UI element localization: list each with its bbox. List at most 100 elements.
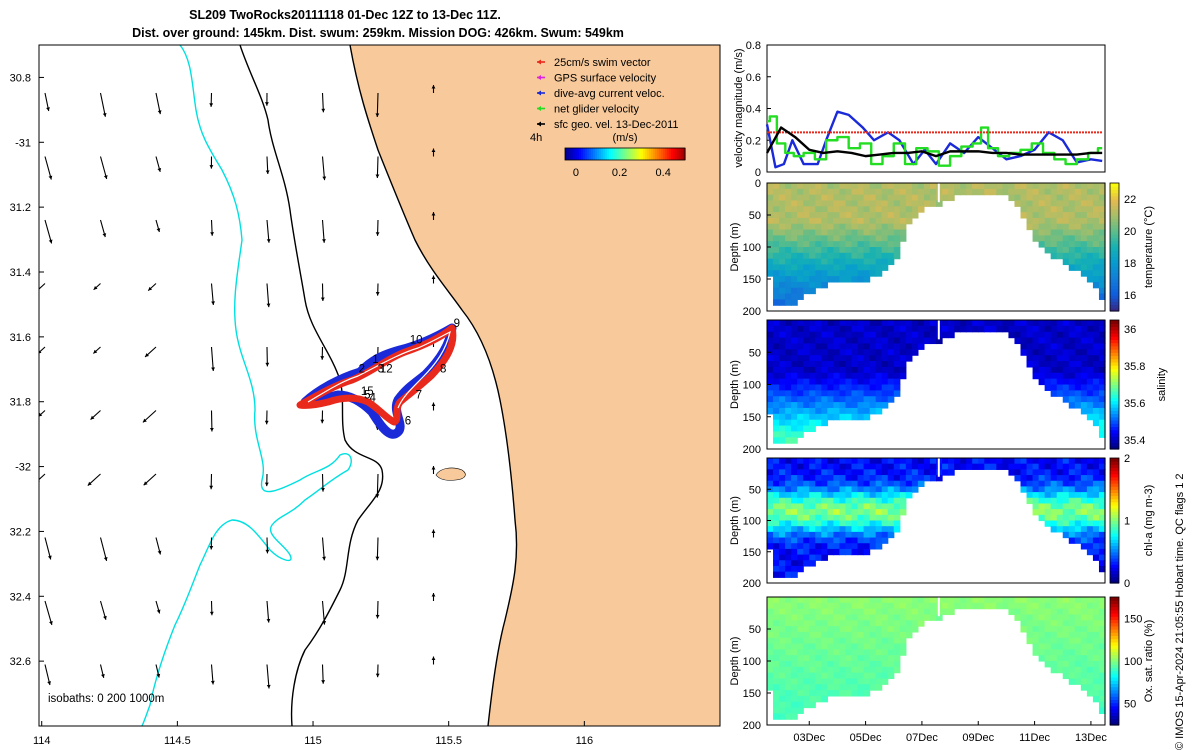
section-cell xyxy=(845,637,853,645)
section-cell xyxy=(803,337,810,345)
geostrophic-arrow xyxy=(99,537,108,562)
section-cell xyxy=(1092,548,1100,556)
section-cell xyxy=(845,469,853,476)
section-cell xyxy=(863,520,871,527)
section-cell xyxy=(1050,492,1058,499)
section-cell xyxy=(942,194,949,202)
section-cell xyxy=(821,526,828,533)
section-cell xyxy=(845,520,853,527)
section-cell xyxy=(1020,212,1028,219)
section-cell xyxy=(881,608,889,616)
section-cell xyxy=(839,384,847,391)
section-cell xyxy=(1074,602,1082,610)
section-cell xyxy=(785,701,792,709)
section-cell xyxy=(797,602,804,610)
section-cell xyxy=(809,684,816,691)
section-cell xyxy=(797,293,804,300)
section-cell xyxy=(1086,206,1094,213)
section-cell xyxy=(839,396,847,403)
section-cell xyxy=(1008,183,1016,190)
section-cell xyxy=(773,480,780,488)
section-cell xyxy=(857,235,865,242)
section-cell xyxy=(773,637,780,645)
section-cell xyxy=(833,602,841,610)
section-cell xyxy=(779,343,786,350)
section-cell xyxy=(1032,194,1040,202)
section-cell xyxy=(791,217,798,225)
section-cell xyxy=(893,223,901,231)
section-cell xyxy=(942,325,949,333)
section-cell xyxy=(791,492,798,499)
section-cell xyxy=(839,349,847,356)
section-cell xyxy=(833,372,841,380)
section-cell xyxy=(809,258,816,266)
section-cell xyxy=(875,520,883,527)
section-cell xyxy=(785,325,792,333)
section-cell xyxy=(1098,475,1106,482)
section-cell xyxy=(911,486,919,493)
section-colorbar-cell xyxy=(1110,504,1119,509)
section-colorbar-cell xyxy=(1110,243,1119,248)
section-cell xyxy=(779,241,786,248)
section-cell xyxy=(827,509,834,516)
section-cell xyxy=(893,614,901,621)
geostrophic-arrowhead xyxy=(101,674,105,678)
section-cell xyxy=(1086,331,1094,339)
section-cell xyxy=(827,520,834,527)
section-ylabel: Depth (m) xyxy=(729,360,741,409)
section-cell xyxy=(797,620,804,627)
section-colorbar-cell xyxy=(1110,619,1119,624)
section-cell xyxy=(827,620,834,627)
section-cell xyxy=(1026,349,1034,356)
section-cell xyxy=(1080,620,1088,627)
section-cell xyxy=(791,320,798,327)
section-cell xyxy=(1068,235,1076,242)
section-cell xyxy=(869,331,877,339)
section-cell xyxy=(1026,497,1034,505)
section-cell xyxy=(1098,514,1106,522)
section-colorbar-cell xyxy=(1110,616,1119,620)
section-cell xyxy=(1098,325,1106,333)
section-cell xyxy=(839,526,847,533)
colorbar-cell xyxy=(659,148,662,160)
section-cell xyxy=(797,503,804,510)
section-cell xyxy=(972,463,979,470)
section-cell xyxy=(881,264,889,271)
section-cell xyxy=(905,614,913,621)
section-cell xyxy=(1068,620,1076,627)
section-cell xyxy=(815,331,822,339)
section-cell xyxy=(966,597,973,604)
section-cell xyxy=(767,678,774,685)
section-cell xyxy=(875,337,883,345)
section-cell xyxy=(779,247,786,254)
section-cell xyxy=(773,264,780,271)
section-cell xyxy=(1068,212,1076,219)
section-cell xyxy=(797,678,804,685)
section-cell xyxy=(773,560,780,567)
section-cell xyxy=(851,276,859,283)
section-colorbar-tick-label: 16 xyxy=(1124,290,1136,302)
section-cell xyxy=(851,390,859,397)
section-cell xyxy=(785,469,792,476)
section-cell xyxy=(948,320,955,327)
colorbar-cell xyxy=(635,148,638,160)
section-cell xyxy=(857,270,865,277)
section-ytick-label: 100 xyxy=(743,656,761,668)
section-cell xyxy=(1062,486,1070,493)
section-cell xyxy=(833,264,841,271)
section-cell xyxy=(827,241,834,248)
section-cell xyxy=(863,270,871,277)
geostrophic-arrowhead xyxy=(211,301,215,305)
section-colorbar-cell xyxy=(1110,470,1119,475)
section-cell xyxy=(857,264,865,271)
section-colorbar-tick-label: 1 xyxy=(1124,516,1130,528)
section-cell xyxy=(887,206,895,213)
section-cell xyxy=(845,537,853,544)
section-cell xyxy=(821,276,828,283)
section-cell xyxy=(1032,349,1040,356)
section-cell xyxy=(881,480,889,488)
section-cell xyxy=(869,475,877,482)
section-cell xyxy=(1098,212,1106,219)
section-cell xyxy=(1056,509,1064,516)
section-cell xyxy=(923,200,931,207)
